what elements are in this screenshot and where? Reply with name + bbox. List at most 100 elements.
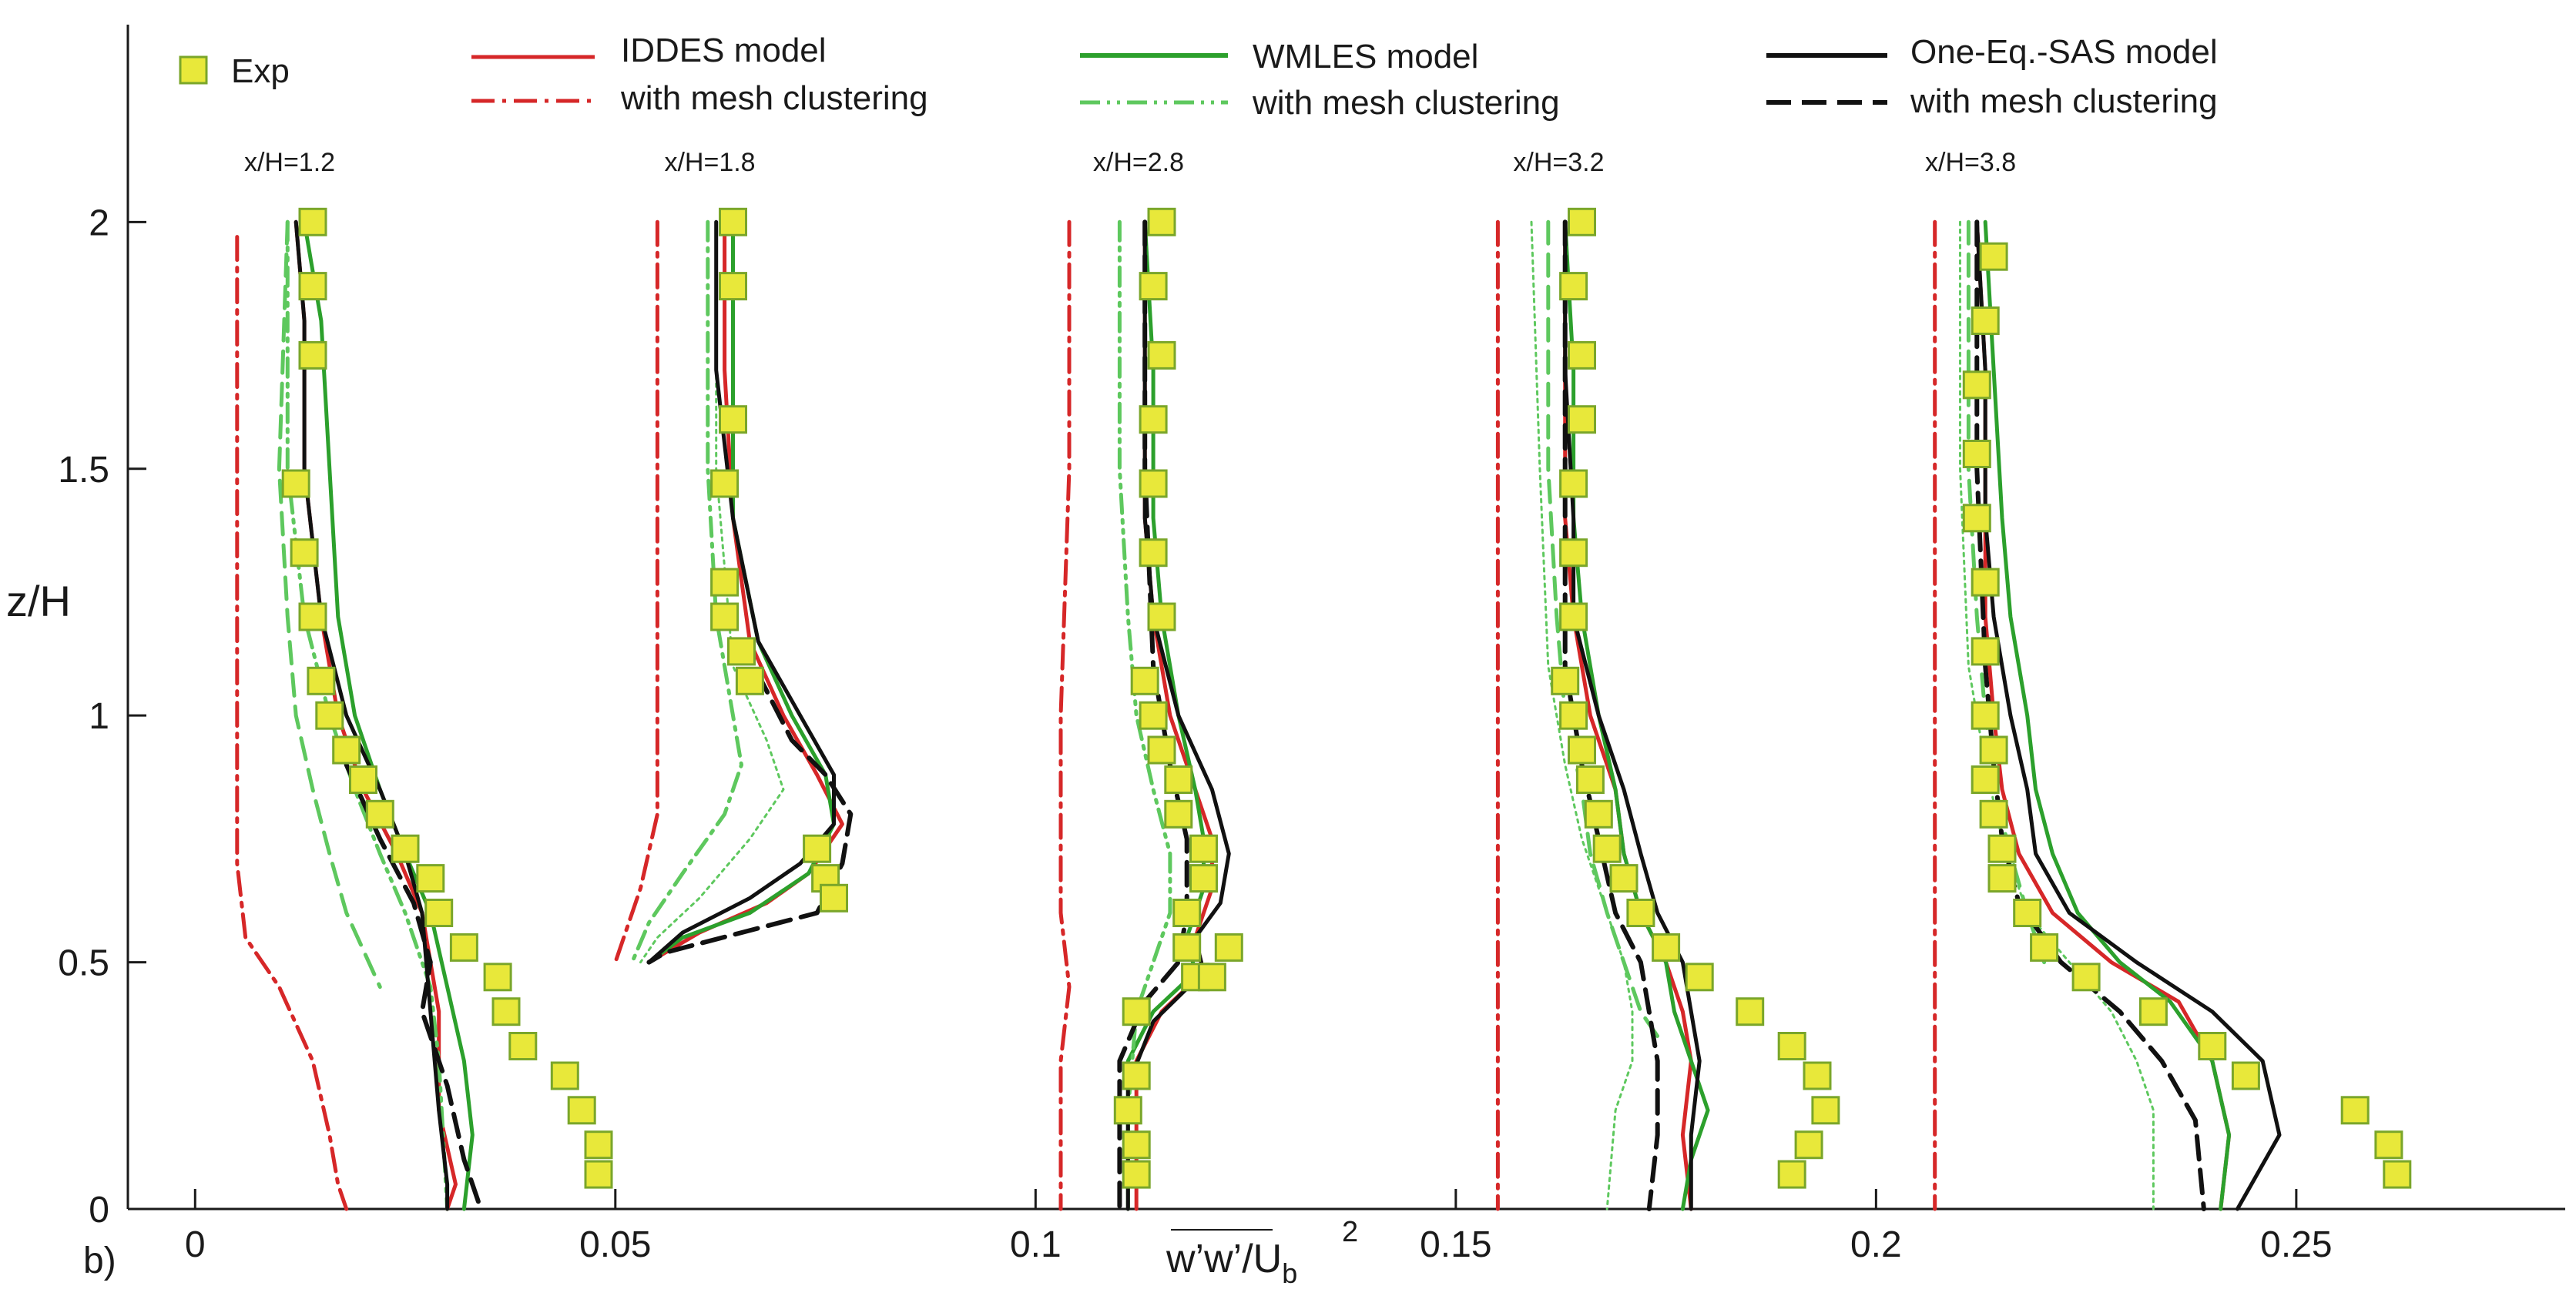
station-3-exp-marker-23 — [1122, 1160, 1151, 1189]
station-2-red-dashdot-line — [613, 219, 659, 965]
y-tick-label-4: 2 — [89, 203, 109, 243]
station-4-exp-marker-8 — [1559, 701, 1588, 730]
station-2-black-solid-line — [646, 219, 836, 965]
station-3-exp-marker-5 — [1139, 538, 1168, 568]
station-4-exp-marker-0 — [1568, 207, 1596, 236]
station-5-exp-marker-9 — [1971, 765, 2000, 794]
station-3-exp-marker-6 — [1147, 602, 1176, 631]
station-5-exp-marker-14 — [2030, 933, 2059, 962]
marker-layer — [281, 207, 2412, 1189]
station-1-exp-marker-11 — [391, 834, 420, 863]
station-4-black-dashed-line — [1562, 219, 1660, 1211]
y-tick-label-1: 0.5 — [58, 943, 109, 984]
x-tick-label-3: 0.15 — [1420, 1224, 1491, 1265]
station-5-exp-marker-2 — [1962, 370, 1991, 400]
station-5-label: x/H=3.8 — [1925, 148, 2016, 177]
station-3-exp-marker-15 — [1172, 933, 1202, 962]
station-4-exp-marker-1 — [1559, 272, 1588, 301]
legend-sas-mesh-label: with mesh clustering — [1910, 82, 2218, 120]
station-3-exp-marker-16 — [1214, 933, 1243, 962]
station-1-black-dashed-line — [344, 762, 484, 1211]
station-3-exp-marker-12 — [1189, 834, 1218, 863]
legend-exp-label: Exp — [231, 52, 290, 90]
station-2-black-dashed-line — [646, 639, 854, 965]
y-ticks: 0 0.5 1 1.5 2 — [58, 203, 146, 1231]
station-4-group — [1495, 219, 1710, 1211]
station-4-exp-marker-17 — [1736, 997, 1765, 1026]
station-4-exp-marker-6 — [1559, 602, 1588, 631]
station-5-exp-marker-8 — [1979, 735, 2008, 765]
station-5-exp-marker-6 — [1971, 637, 2000, 666]
station-3-exp-marker-1 — [1139, 272, 1168, 301]
station-4-exp-marker-14 — [1626, 899, 1655, 927]
station-3-label: x/H=2.8 — [1093, 148, 1184, 177]
station-1-exp-marker-14 — [449, 933, 478, 962]
station-1-exp-marker-19 — [567, 1096, 596, 1125]
station-3-exp-marker-13 — [1189, 864, 1218, 893]
station-5-green-solid-line — [1983, 219, 2232, 1211]
station-4-exp-marker-2 — [1568, 340, 1596, 370]
station-3-exp-marker-22 — [1122, 1130, 1151, 1160]
x-tick-label-4: 0.2 — [1850, 1224, 1902, 1265]
station-5-exp-marker-10 — [1979, 799, 2008, 829]
station-5-exp-marker-5 — [1971, 568, 2000, 597]
station-5-exp-marker-17 — [2198, 1032, 2227, 1060]
station-4-exp-marker-10 — [1575, 765, 1605, 794]
x-axis-label: w’w’/Ub 2 — [1166, 1216, 1358, 1289]
station-3-green-solid-line — [1125, 219, 1206, 1211]
station-4-exp-marker-18 — [1777, 1032, 1806, 1060]
station-2-exp-marker-5 — [710, 602, 740, 631]
station-3-exp-marker-19 — [1122, 997, 1151, 1026]
station-5-exp-marker-12 — [1987, 864, 2017, 893]
station-4-exp-marker-21 — [1794, 1130, 1823, 1160]
station-1-exp-marker-7 — [315, 701, 344, 730]
legend-wmles-mesh-label: with mesh clustering — [1252, 84, 1560, 122]
station-2-exp-marker-7 — [735, 666, 764, 695]
station-3-exp-marker-21 — [1113, 1096, 1142, 1125]
y-tick-label-3: 1.5 — [58, 450, 109, 491]
station-2-exp-marker-10 — [820, 883, 848, 913]
station-2-label: x/H=1.8 — [664, 148, 755, 177]
y-tick-label-2: 1 — [89, 696, 109, 737]
legend-exp-marker — [179, 55, 208, 85]
station-3-exp-marker-11 — [1164, 799, 1193, 829]
station-1-group — [235, 219, 484, 1211]
station-4-exp-marker-19 — [1803, 1061, 1832, 1090]
station-1-exp-marker-0 — [298, 207, 327, 236]
station-1-exp-marker-17 — [508, 1032, 538, 1060]
x-tick-label-2: 0.1 — [1010, 1224, 1062, 1265]
station-1-exp-marker-3 — [281, 469, 310, 498]
legend-wmles-label: WMLES model — [1253, 38, 1478, 75]
station-5-exp-marker-7 — [1971, 701, 2000, 730]
station-4-green-dotted-line — [1530, 220, 1634, 1211]
station-2-exp-marker-3 — [710, 469, 740, 498]
station-2-exp-marker-8 — [803, 834, 832, 863]
station-3-exp-marker-8 — [1139, 701, 1168, 730]
station-5-red-solid-line — [1974, 219, 2232, 1211]
station-5-exp-marker-21 — [2383, 1160, 2412, 1189]
legend-iddes-label: IDDES model — [621, 32, 827, 69]
station-1-exp-marker-21 — [584, 1160, 613, 1189]
station-labels: x/H=1.2 x/H=1.8 x/H=2.8 x/H=3.2 x/H=3.8 — [244, 148, 2016, 177]
station-3-exp-marker-18 — [1197, 963, 1226, 992]
station-1-exp-marker-10 — [365, 799, 394, 829]
station-3-exp-marker-20 — [1122, 1061, 1151, 1090]
station-3-exp-marker-9 — [1147, 735, 1176, 765]
station-4-exp-marker-11 — [1584, 799, 1613, 829]
x-tick-label-5: 0.25 — [2260, 1224, 2332, 1265]
x-tick-label-1: 0.05 — [579, 1224, 651, 1265]
station-3-exp-marker-4 — [1139, 469, 1168, 498]
station-4-exp-marker-16 — [1685, 963, 1714, 992]
station-4-exp-marker-15 — [1652, 933, 1681, 962]
station-1-exp-marker-18 — [550, 1061, 579, 1090]
station-5-exp-marker-4 — [1962, 504, 1991, 533]
station-4-label: x/H=3.2 — [1513, 148, 1604, 177]
x-tick-label-0: 0 — [185, 1224, 206, 1265]
series-layer — [235, 219, 2282, 1211]
legend: Exp IDDES model with mesh clustering WML… — [179, 32, 2218, 122]
station-3-exp-marker-10 — [1164, 765, 1193, 794]
y-tick-label-0: 0 — [89, 1190, 109, 1231]
station-4-exp-marker-5 — [1559, 538, 1588, 568]
station-2-green-dotted-line — [639, 220, 785, 964]
